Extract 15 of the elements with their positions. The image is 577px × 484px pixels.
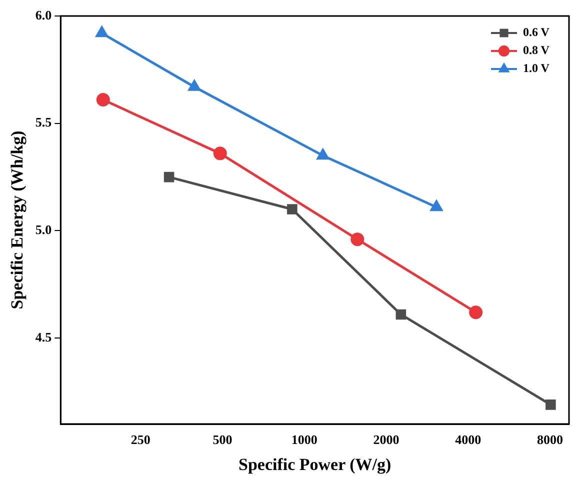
x-tick-label: 250 <box>130 432 150 448</box>
x-tick-label: 8000 <box>536 432 563 448</box>
y-tick-label: 6.0 <box>35 7 52 22</box>
x-tick-label: 1000 <box>291 432 318 448</box>
x-tick-label: 2000 <box>373 432 400 448</box>
legend-label: 1.0 V <box>523 61 550 76</box>
y-tick-label: 5.5 <box>35 114 52 130</box>
y-axis-title: Specific Energy (Wh/kg) <box>8 130 27 310</box>
x-tick-label: 500 <box>212 432 232 448</box>
y-tick-label: 5.0 <box>35 222 52 238</box>
legend-label: 0.6 V <box>523 25 550 40</box>
y-tick-label: 4.5 <box>35 329 52 344</box>
x-axis-title: Specific Power (W/g) <box>238 455 392 474</box>
legend-label: 0.8 V <box>523 43 550 58</box>
x-tick-label: 4000 <box>455 432 482 448</box>
